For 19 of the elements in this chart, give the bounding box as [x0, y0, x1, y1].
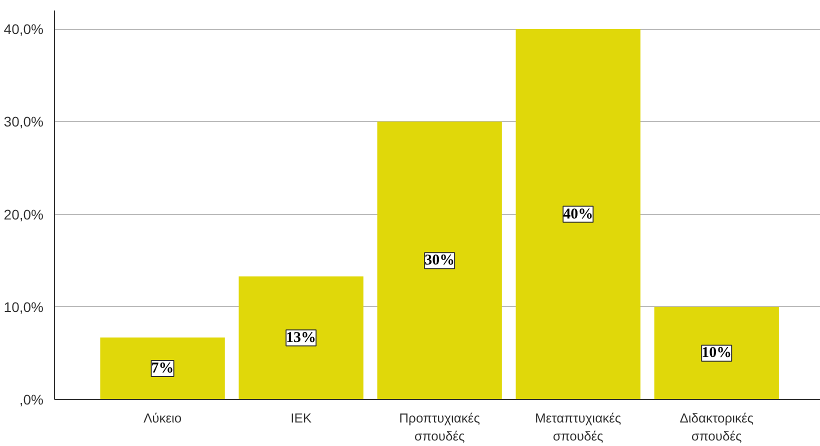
x-tick-label: Λύκειο [143, 410, 182, 426]
data-label: 30% [424, 252, 455, 269]
y-tick-label: 20,0% [4, 206, 44, 222]
y-tick-label: ,0% [19, 392, 44, 408]
bar [516, 29, 640, 400]
data-label: 10% [702, 345, 732, 362]
bar [654, 306, 779, 400]
x-tick-label: Διδακτορικές σπουδές [680, 410, 754, 444]
bar [238, 276, 364, 400]
data-label: 7% [151, 360, 174, 376]
y-tick-label: 10,0% [4, 298, 44, 315]
x-tick-label: Προπτυχιακές σπουδές [399, 410, 480, 444]
y-tick-label: 40,0% [4, 21, 44, 38]
x-tick-label: Μεταπτυχιακές σπουδές [535, 410, 622, 444]
x-tick-label: ΙΕΚ [290, 410, 312, 426]
y-tick-label: 30,0% [4, 114, 44, 130]
bar [100, 337, 225, 400]
bar [377, 122, 502, 400]
data-label: 13% [286, 330, 316, 346]
